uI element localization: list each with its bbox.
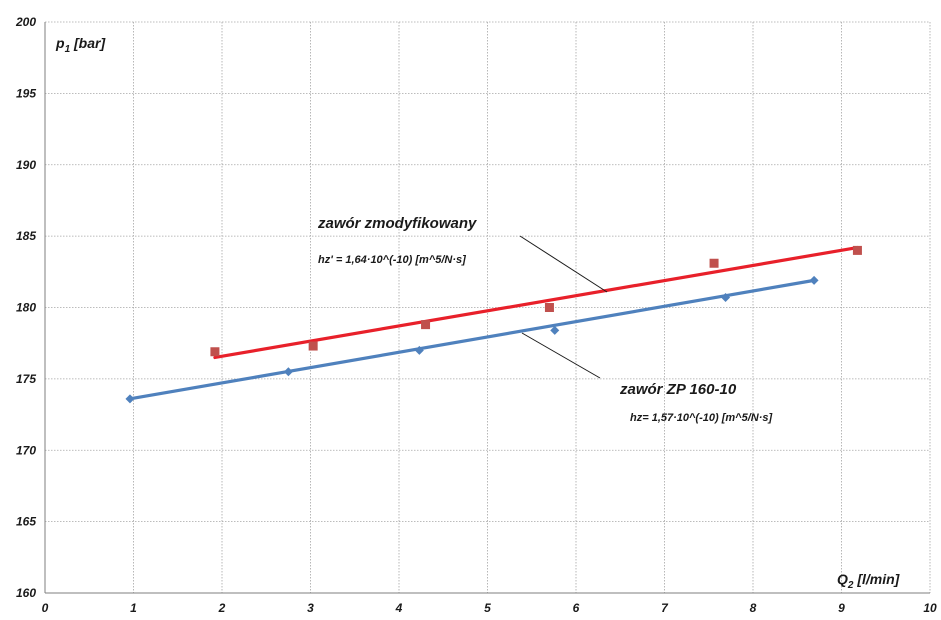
y-tick-label: 170 bbox=[16, 443, 36, 457]
y-tick-label: 165 bbox=[16, 515, 36, 529]
data-point-square bbox=[308, 341, 318, 351]
y-tick-label: 180 bbox=[16, 301, 36, 315]
series-1-leader bbox=[519, 235, 608, 293]
data-point-square bbox=[852, 245, 862, 255]
y-tick-label: 160 bbox=[16, 586, 36, 600]
series-1-name: zawór zmodyfikowany bbox=[317, 215, 477, 232]
x-tick-label: 10 bbox=[923, 601, 937, 615]
series-2 bbox=[125, 275, 819, 404]
y-tick-label: 195 bbox=[16, 86, 36, 100]
series-1 bbox=[210, 245, 862, 360]
x-tick-label: 8 bbox=[750, 601, 757, 615]
x-tick-label: 6 bbox=[573, 601, 580, 615]
y-tick-label: 200 bbox=[15, 15, 36, 29]
data-point-diamond bbox=[414, 345, 424, 355]
data-point-diamond bbox=[283, 367, 293, 377]
data-point-diamond bbox=[809, 275, 819, 285]
series-2-name: zawór ZP 160-10 bbox=[619, 381, 737, 398]
data-point-square bbox=[421, 320, 431, 330]
x-tick-label: 0 bbox=[42, 601, 49, 615]
y-tick-label: 175 bbox=[16, 372, 36, 386]
axes bbox=[44, 22, 930, 594]
series-1-coefficient: hz' = 1,64·10^(-10) [m^5/N·s] bbox=[318, 254, 466, 266]
trend-line bbox=[213, 245, 860, 360]
data-point-diamond bbox=[125, 394, 135, 404]
y-tick-label: 190 bbox=[16, 158, 36, 172]
tick-labels: 0 1 2 3 4 5 6 7 8 9 10 160 165 170 175 180 185 190 195 200 bbox=[15, 15, 937, 615]
series bbox=[125, 245, 862, 404]
x-tick-label: 7 bbox=[661, 601, 669, 615]
data-point-diamond bbox=[550, 325, 560, 335]
x-tick-label: 1 bbox=[130, 601, 137, 615]
x-tick-label: 5 bbox=[484, 601, 491, 615]
data-point-square bbox=[210, 347, 220, 357]
annotations: zawór zmodyfikowany hz' = 1,64·10^(-10) [… bbox=[317, 215, 772, 424]
data-point-square bbox=[544, 303, 554, 312]
y-tick-label: 185 bbox=[16, 229, 36, 243]
y-axis-label: p1 [bar] bbox=[55, 35, 106, 55]
x-tick-label: 9 bbox=[838, 601, 845, 615]
x-axis-label: Q2 [l/min] bbox=[837, 571, 901, 591]
series-2-leader bbox=[521, 332, 601, 379]
x-tick-label: 3 bbox=[307, 601, 314, 615]
trend-line bbox=[128, 278, 816, 401]
x-tick-label: 4 bbox=[395, 601, 403, 615]
series-2-coefficient: hz= 1,57·10^(-10) [m^5/N·s] bbox=[630, 412, 772, 424]
data-point-square bbox=[709, 258, 719, 268]
data-point-diamond bbox=[721, 293, 731, 303]
x-tick-label: 2 bbox=[218, 601, 226, 615]
